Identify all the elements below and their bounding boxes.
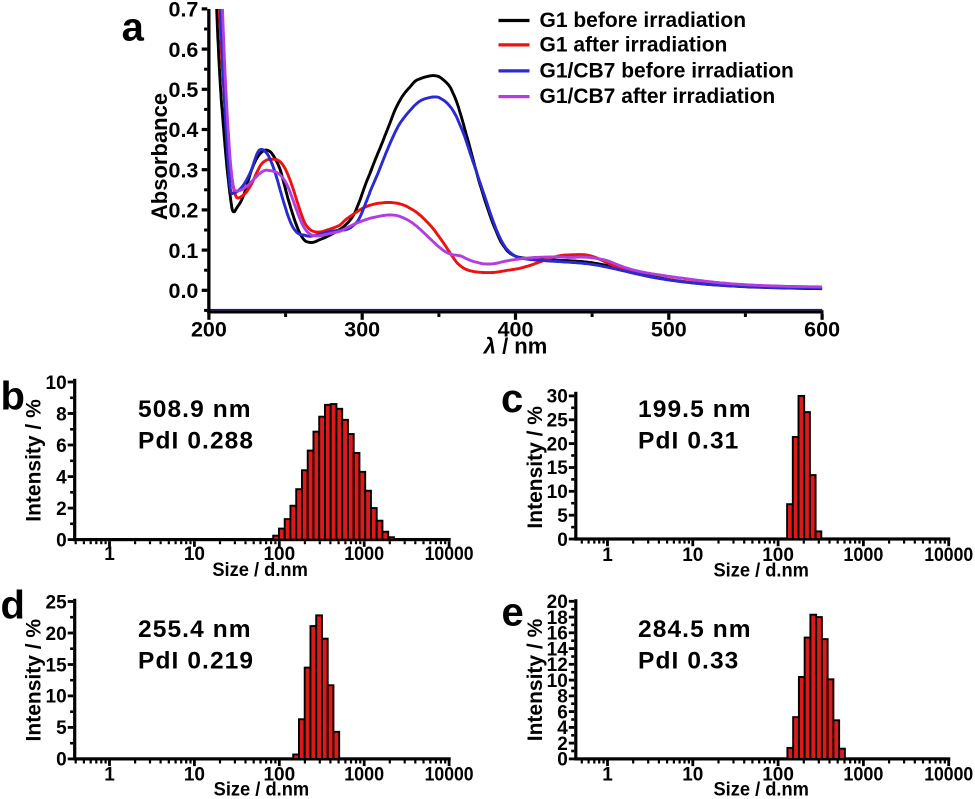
svg-text:1000: 1000	[344, 764, 384, 785]
svg-text:20: 20	[547, 592, 568, 613]
svg-text:400: 400	[498, 318, 534, 342]
svg-text:Intensity / %: Intensity / %	[23, 619, 46, 742]
svg-text:5: 5	[557, 506, 568, 527]
svg-text:G1/CB7 before irradiation: G1/CB7 before irradiation	[540, 60, 794, 83]
svg-text:Size / d.nm: Size / d.nm	[214, 779, 310, 799]
svg-text:2: 2	[557, 734, 568, 755]
svg-text:1000: 1000	[344, 544, 384, 565]
svg-text:500: 500	[651, 318, 687, 342]
svg-text:100: 100	[762, 764, 794, 785]
svg-text:4: 4	[56, 467, 67, 488]
svg-text:PdI 0.33: PdI 0.33	[638, 648, 739, 675]
svg-text:300: 300	[344, 318, 380, 342]
svg-text:0.6: 0.6	[169, 38, 199, 62]
svg-text:508.9 nm: 508.9 nm	[138, 396, 252, 423]
svg-text:255.4 nm: 255.4 nm	[138, 616, 252, 643]
svg-text:0: 0	[56, 750, 67, 771]
svg-text:10000: 10000	[924, 764, 973, 785]
svg-text:Intensity / %: Intensity / %	[23, 399, 46, 522]
svg-text:b: b	[1, 375, 25, 419]
svg-text:10000: 10000	[425, 764, 474, 785]
svg-text:Size / d.nm: Size / d.nm	[713, 780, 809, 799]
svg-text:PdI 0.288: PdI 0.288	[138, 428, 254, 455]
svg-text:G1 before irradiation: G1 before irradiation	[540, 9, 747, 32]
svg-text:10: 10	[547, 482, 568, 503]
svg-text:284.5 nm: 284.5 nm	[638, 616, 752, 643]
svg-text:18: 18	[547, 608, 568, 629]
svg-text:12: 12	[547, 655, 568, 676]
svg-text:20: 20	[46, 624, 67, 645]
svg-text:a: a	[122, 6, 145, 50]
svg-text:8: 8	[557, 687, 568, 708]
svg-text:25: 25	[547, 411, 569, 432]
svg-text:λ / nm: λ / nm	[483, 334, 548, 359]
svg-text:5: 5	[56, 718, 67, 739]
svg-text:100: 100	[762, 545, 794, 566]
svg-text:1: 1	[104, 544, 115, 565]
svg-text:0.7: 0.7	[169, 0, 199, 22]
svg-text:100: 100	[263, 764, 295, 785]
svg-text:0.0: 0.0	[169, 279, 199, 303]
svg-text:0.1: 0.1	[169, 239, 199, 263]
svg-text:1000: 1000	[843, 764, 883, 785]
svg-text:d: d	[1, 584, 25, 628]
svg-text:Size / d.nm: Size / d.nm	[713, 561, 809, 582]
svg-text:10: 10	[184, 764, 205, 785]
svg-text:25: 25	[46, 592, 68, 613]
svg-text:16: 16	[547, 624, 568, 645]
svg-text:100: 100	[263, 544, 295, 565]
svg-text:6: 6	[56, 436, 67, 457]
svg-text:0.4: 0.4	[169, 118, 199, 142]
svg-text:14: 14	[547, 639, 569, 660]
svg-text:0: 0	[557, 750, 568, 771]
svg-text:e: e	[502, 591, 524, 635]
svg-text:Absorbance: Absorbance	[147, 93, 172, 220]
svg-text:PdI 0.219: PdI 0.219	[138, 648, 254, 675]
svg-text:1: 1	[602, 545, 613, 566]
svg-text:1000: 1000	[843, 545, 883, 566]
svg-text:Intensity / %: Intensity / %	[524, 618, 547, 741]
svg-text:0.2: 0.2	[169, 199, 199, 223]
svg-text:199.5 nm: 199.5 nm	[638, 396, 752, 423]
svg-text:G1 after irradiation: G1 after irradiation	[540, 34, 728, 57]
svg-text:0.3: 0.3	[169, 158, 199, 182]
svg-text:8: 8	[56, 404, 67, 425]
svg-text:6: 6	[557, 702, 568, 723]
svg-text:10: 10	[682, 545, 703, 566]
svg-text:15: 15	[547, 458, 569, 479]
svg-text:10: 10	[184, 544, 205, 565]
svg-text:0.5: 0.5	[169, 78, 199, 102]
svg-text:20: 20	[547, 434, 568, 455]
svg-text:600: 600	[804, 318, 840, 342]
svg-text:10: 10	[547, 671, 568, 692]
svg-text:G1/CB7 after irradiation: G1/CB7 after irradiation	[540, 85, 776, 108]
svg-text:10: 10	[682, 764, 703, 785]
svg-text:15: 15	[46, 655, 68, 676]
svg-text:PdI 0.31: PdI 0.31	[638, 428, 739, 455]
svg-text:0: 0	[557, 530, 568, 551]
svg-text:c: c	[501, 377, 523, 421]
svg-text:10: 10	[46, 373, 67, 394]
svg-text:10000: 10000	[425, 544, 474, 565]
svg-text:4: 4	[557, 718, 568, 739]
svg-text:1: 1	[602, 764, 613, 785]
svg-text:Intensity / %: Intensity / %	[524, 406, 547, 529]
svg-text:2: 2	[56, 499, 67, 520]
svg-text:10: 10	[46, 687, 67, 708]
svg-text:0: 0	[56, 530, 67, 551]
svg-text:10000: 10000	[924, 545, 973, 566]
svg-text:Size / d.nm: Size / d.nm	[212, 560, 308, 581]
svg-text:30: 30	[547, 387, 568, 408]
svg-text:1: 1	[104, 764, 115, 785]
svg-text:200: 200	[191, 318, 227, 342]
